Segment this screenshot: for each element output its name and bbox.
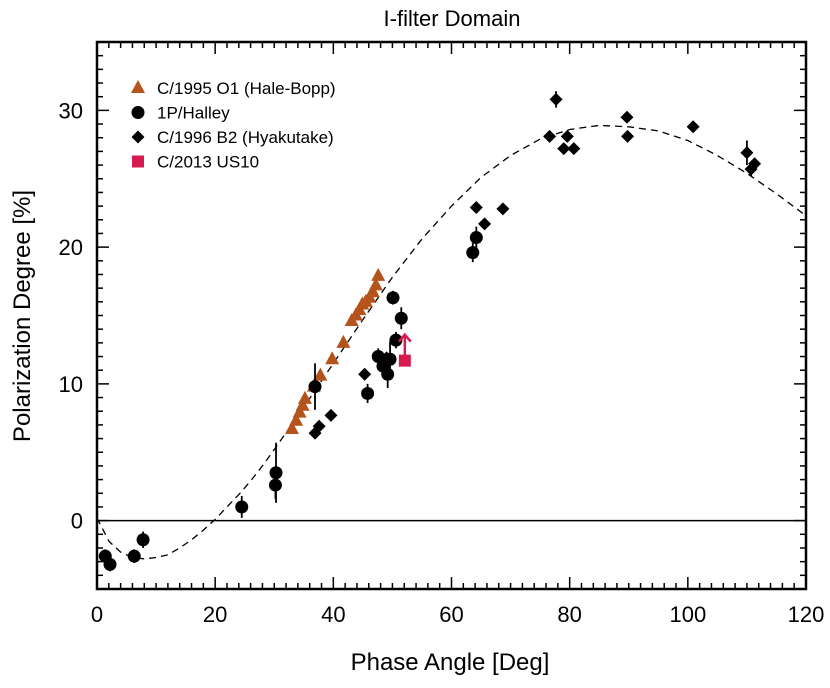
diamond-point bbox=[621, 129, 635, 143]
y-tick-label: 20 bbox=[59, 235, 83, 260]
diamond-point bbox=[567, 142, 581, 156]
diamond-point bbox=[358, 367, 372, 381]
triangle-point bbox=[336, 334, 351, 348]
circle-point bbox=[361, 386, 375, 400]
triangle-point bbox=[368, 277, 383, 291]
circle-point bbox=[394, 311, 408, 325]
diamond-point bbox=[543, 129, 557, 143]
triangle-point bbox=[284, 421, 299, 435]
x-tick-label: 0 bbox=[91, 602, 103, 627]
diamond-point bbox=[620, 110, 634, 124]
x-tick-label: 20 bbox=[203, 602, 227, 627]
diamond-point bbox=[560, 129, 574, 143]
x-tick-label: 80 bbox=[557, 602, 581, 627]
diamond-point bbox=[557, 142, 571, 156]
circle-point bbox=[389, 333, 403, 347]
diamond-point bbox=[324, 408, 338, 422]
diamond-point bbox=[686, 120, 700, 134]
x-tick-label: 60 bbox=[439, 602, 463, 627]
circle-point bbox=[136, 533, 150, 547]
diamond-point bbox=[748, 157, 762, 171]
triangle-point bbox=[289, 412, 304, 426]
plot-frame bbox=[95, 40, 808, 591]
circle-point bbox=[127, 549, 141, 563]
legend-label: 1P/Halley bbox=[157, 104, 230, 123]
x-tick-label: 120 bbox=[788, 602, 825, 627]
chart-title: I-filter Domain bbox=[384, 6, 521, 31]
circle-point bbox=[269, 466, 283, 480]
triangle-point bbox=[325, 351, 340, 365]
circle-point bbox=[381, 367, 395, 381]
legend-label: C/2013 US10 bbox=[157, 153, 259, 172]
diamond-point bbox=[496, 202, 510, 216]
x-tick-label: 100 bbox=[669, 602, 706, 627]
diamond-point bbox=[549, 92, 563, 106]
diamond-point bbox=[312, 419, 326, 433]
triangle-point bbox=[295, 397, 310, 411]
diamond-point bbox=[740, 146, 754, 160]
circle-point bbox=[103, 557, 117, 571]
x-tick-label: 40 bbox=[321, 602, 345, 627]
triangle-point bbox=[292, 404, 307, 418]
circle-point bbox=[466, 246, 480, 260]
triangle-point bbox=[313, 367, 328, 381]
triangle-point bbox=[371, 267, 386, 281]
y-tick-label: 10 bbox=[59, 372, 83, 397]
legend-label: C/1995 O1 (Hale-Bopp) bbox=[157, 79, 336, 98]
diamond-point bbox=[478, 217, 492, 231]
legend-marker-square bbox=[132, 155, 144, 168]
circle-point bbox=[235, 500, 249, 514]
triangle-point bbox=[365, 284, 380, 298]
legend-label: C/1996 B2 (Hyakutake) bbox=[157, 128, 334, 147]
lower-limit-arrow-head bbox=[397, 332, 412, 343]
legend: C/1995 O1 (Hale-Bopp) 1P/Halley C/1996 B2 … bbox=[131, 79, 336, 172]
plot-layer: 0 20 40 60 80 100 120 0 10 20 30 bbox=[59, 40, 825, 627]
circle-point bbox=[308, 380, 322, 394]
x-axis-label: Phase Angle [Deg] bbox=[351, 649, 550, 676]
diamond-point bbox=[469, 200, 483, 214]
legend-marker-diamond bbox=[131, 130, 145, 144]
fit-curve bbox=[96, 124, 807, 560]
legend-marker-circle bbox=[131, 106, 145, 119]
circle-point bbox=[469, 231, 483, 245]
triangle-point bbox=[297, 390, 312, 404]
y-tick-label: 30 bbox=[59, 98, 83, 123]
legend-marker-triangle bbox=[131, 80, 145, 93]
y-tick-label: 0 bbox=[71, 509, 83, 534]
y-axis-label: Polarization Degree [%] bbox=[9, 190, 36, 442]
diamond-point bbox=[380, 351, 394, 365]
circle-point bbox=[386, 291, 400, 305]
